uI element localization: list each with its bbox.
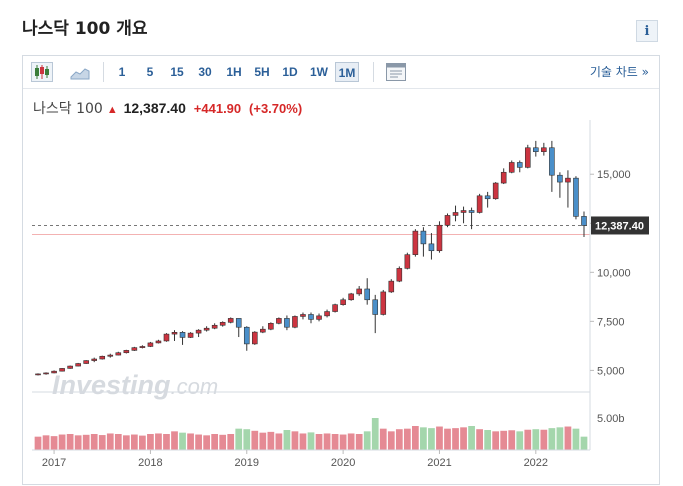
technical-chart-link[interactable]: 기술 차트 » [589,65,649,79]
chart-panel: 1 5 15 30 1H 5H 1D 1W 1M 기술 차트 » 나스닥 100… [22,55,660,485]
instrument-name: 나스닥 100 [33,101,103,117]
info-icon[interactable]: i [636,20,658,42]
toolbar-separator [373,62,374,82]
toolbar-separator [103,62,104,82]
chart-toolbar: 1 5 15 30 1H 5H 1D 1W 1M 기술 차트 » [23,56,659,89]
timeframe-1[interactable]: 1 [118,65,126,79]
timeframe-30[interactable]: 30 [198,65,212,79]
timeframe-15[interactable]: 15 [170,65,184,79]
quote-line: 나스닥 100 ▲ 12,387.40 +441.90 (+3.70%) [33,98,302,118]
last-price: 12,387.40 [123,100,186,116]
area-chart-icon[interactable] [69,62,91,82]
price-change-percent: (+3.70%) [249,101,303,116]
timeframe-1m[interactable]: 1M [335,62,359,82]
chart-settings-icon[interactable] [385,62,407,82]
page-title: 나스닥 100 개요 [22,19,148,39]
timeframe-1h[interactable]: 1H [226,65,242,79]
timeframe-1w[interactable]: 1W [310,65,328,79]
timeframe-5[interactable]: 5 [146,65,154,79]
timeframe-1d[interactable]: 1D [282,65,298,79]
price-change: +441.90 [193,101,242,116]
up-arrow-icon: ▲ [106,104,118,116]
candlestick-icon[interactable] [31,62,53,82]
timeframe-5h[interactable]: 5H [254,65,270,79]
